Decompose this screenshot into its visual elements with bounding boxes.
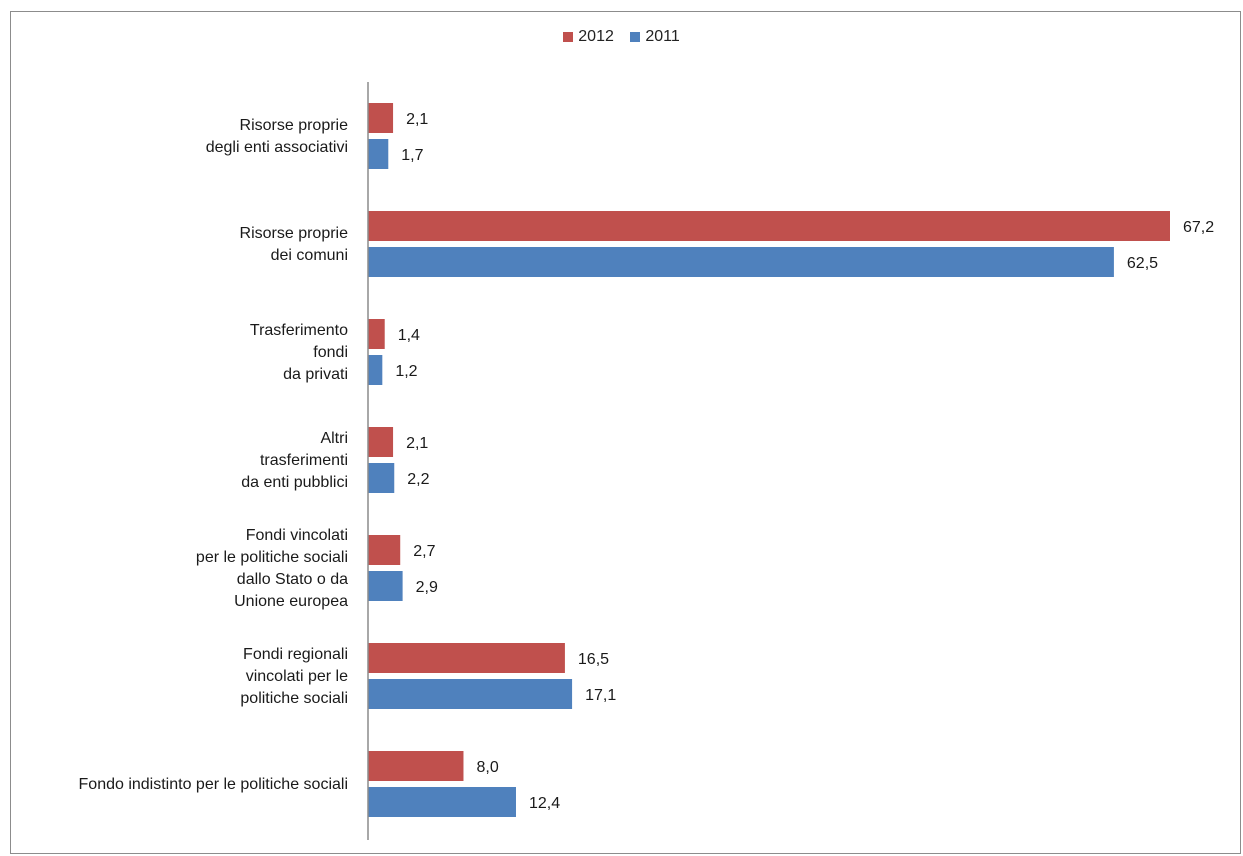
category-label: Risorse proprie dei comuni xyxy=(240,225,349,264)
legend-item-2012: 2012 xyxy=(563,28,614,46)
legend-swatch-2011 xyxy=(630,32,641,42)
legend-label-2011: 2011 xyxy=(645,28,680,45)
category-label: Fondi regionali vincolati per le politiche… xyxy=(240,646,348,707)
bar-2011 xyxy=(368,139,389,169)
bar-2012 xyxy=(368,319,385,349)
category-label: Fondo indistinto per le politiche social… xyxy=(79,776,348,793)
bar-2011 xyxy=(368,355,383,385)
category-label: Risorse proprie degli enti associativi xyxy=(206,117,348,156)
data-label-2011: 1,7 xyxy=(401,147,423,164)
bar-2012 xyxy=(368,427,394,457)
data-label-2012: 2,1 xyxy=(406,111,428,128)
legend-swatch-2012 xyxy=(563,32,574,42)
category-label: Altri trasferimenti da enti pubblici xyxy=(241,430,348,491)
bar-2012 xyxy=(368,643,565,673)
data-label-2012: 8,0 xyxy=(476,759,498,776)
bar-2011 xyxy=(368,787,516,817)
bar-2012 xyxy=(368,211,1170,241)
bar-2011 xyxy=(368,463,395,493)
data-label-2012: 16,5 xyxy=(578,651,609,668)
data-label-2012: 2,7 xyxy=(413,543,435,560)
data-label-2011: 1,2 xyxy=(395,363,417,380)
bar-2012 xyxy=(368,103,394,133)
legend: 2012 2011 xyxy=(0,28,1243,47)
data-label-2011: 2,2 xyxy=(407,471,429,488)
data-label-2011: 17,1 xyxy=(585,687,616,704)
category-label: Fondi vincolati per le politiche sociali d… xyxy=(196,527,348,610)
data-label-2012: 1,4 xyxy=(398,327,420,344)
data-label-2012: 2,1 xyxy=(406,435,428,452)
data-label-2012: 67,2 xyxy=(1183,219,1214,236)
data-label-2011: 2,9 xyxy=(416,579,438,596)
bar-2011 xyxy=(368,679,573,709)
bar-2011 xyxy=(368,247,1114,277)
bar-2012 xyxy=(368,751,464,781)
bar-2011 xyxy=(368,571,403,601)
chart-area xyxy=(10,11,1241,854)
legend-item-2011: 2011 xyxy=(630,28,680,46)
data-label-2011: 12,4 xyxy=(529,795,560,812)
category-label: Trasferimento fondi da privati xyxy=(250,322,348,383)
bar-2012 xyxy=(368,535,401,565)
data-label-2011: 62,5 xyxy=(1127,255,1158,272)
legend-label-2012: 2012 xyxy=(578,28,614,45)
